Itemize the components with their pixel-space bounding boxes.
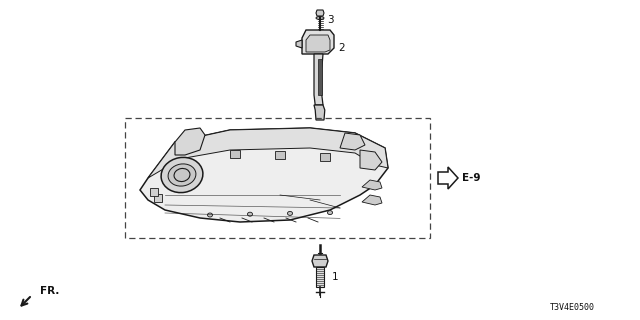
Polygon shape: [362, 195, 382, 205]
Polygon shape: [312, 255, 328, 267]
Ellipse shape: [248, 212, 253, 216]
Polygon shape: [302, 30, 334, 54]
Polygon shape: [296, 40, 302, 48]
Text: 2: 2: [338, 43, 344, 53]
Polygon shape: [306, 35, 330, 52]
Text: 1: 1: [332, 272, 339, 282]
Text: FR.: FR.: [40, 286, 60, 296]
Polygon shape: [314, 105, 325, 120]
Bar: [316, 267, 324, 287]
Ellipse shape: [168, 164, 196, 186]
Ellipse shape: [161, 157, 203, 193]
Ellipse shape: [207, 213, 212, 217]
Bar: [230, 150, 240, 158]
Ellipse shape: [328, 211, 333, 215]
Ellipse shape: [316, 17, 324, 20]
Text: T3V4E0500: T3V4E0500: [550, 303, 595, 312]
Polygon shape: [154, 194, 162, 202]
Text: 3: 3: [327, 15, 333, 25]
Polygon shape: [148, 128, 388, 178]
Polygon shape: [314, 54, 323, 105]
Bar: [320, 153, 330, 161]
Text: E-9: E-9: [462, 173, 481, 183]
Polygon shape: [362, 180, 382, 190]
Polygon shape: [340, 133, 365, 150]
Polygon shape: [150, 188, 158, 196]
Bar: [125, 118, 430, 238]
Polygon shape: [316, 10, 324, 16]
Bar: [318, 59, 322, 95]
Polygon shape: [360, 150, 382, 170]
Bar: [275, 151, 285, 159]
Polygon shape: [175, 128, 205, 155]
Ellipse shape: [287, 212, 292, 215]
Polygon shape: [140, 128, 388, 222]
